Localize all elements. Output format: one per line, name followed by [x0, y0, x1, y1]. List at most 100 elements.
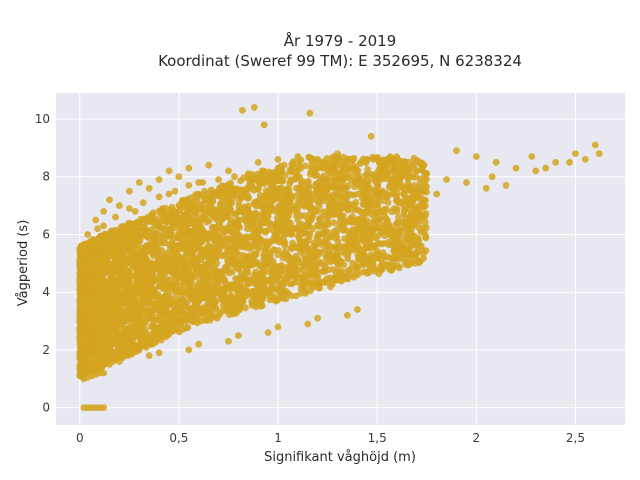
data-point — [300, 201, 308, 208]
data-point — [327, 277, 334, 285]
data-point — [210, 288, 218, 296]
data-point — [482, 184, 490, 192]
data-point — [189, 257, 196, 264]
data-point — [512, 164, 520, 172]
data-point — [129, 304, 137, 312]
data-point — [416, 160, 424, 168]
data-point — [581, 156, 589, 163]
data-point — [103, 249, 110, 257]
data-point — [272, 297, 280, 305]
data-point — [410, 192, 418, 200]
data-point — [217, 309, 224, 316]
data-point — [319, 197, 327, 205]
data-point — [240, 252, 248, 259]
data-point — [140, 319, 148, 326]
data-point — [472, 153, 480, 160]
data-point — [422, 224, 430, 232]
data-point — [85, 283, 93, 290]
data-point — [287, 192, 295, 200]
data-point — [104, 236, 111, 244]
data-point — [152, 338, 160, 346]
data-point — [220, 226, 228, 234]
data-point — [183, 196, 191, 203]
data-point — [112, 317, 119, 325]
data-point — [404, 219, 412, 227]
data-point — [322, 254, 330, 262]
data-point — [269, 236, 276, 244]
data-point — [338, 258, 345, 265]
data-point — [245, 202, 252, 210]
data-point — [95, 283, 103, 291]
data-point — [136, 332, 144, 340]
data-point — [357, 254, 365, 262]
data-point — [242, 304, 249, 312]
data-point — [140, 255, 148, 263]
data-point — [208, 310, 215, 317]
data-point — [259, 203, 267, 211]
chart-title-line2: Koordinat (Sweref 99 TM): E 352695, N 62… — [158, 52, 522, 70]
data-point — [106, 243, 114, 251]
data-point — [235, 236, 242, 244]
data-point — [201, 261, 209, 268]
data-point — [229, 302, 237, 310]
data-point — [148, 211, 155, 219]
data-point — [320, 239, 328, 247]
data-point — [374, 223, 382, 231]
data-point — [100, 404, 107, 412]
data-point — [143, 310, 151, 318]
data-point — [332, 273, 340, 281]
data-point — [306, 154, 314, 162]
data-point — [175, 245, 183, 253]
data-point — [384, 199, 392, 206]
data-point — [135, 300, 143, 308]
data-point — [231, 173, 238, 181]
data-point — [280, 279, 288, 286]
data-point — [250, 104, 258, 111]
data-point — [87, 250, 95, 258]
data-point — [254, 231, 262, 238]
data-point — [284, 274, 292, 282]
data-point — [145, 184, 153, 192]
data-point — [76, 362, 84, 370]
data-point — [334, 173, 341, 181]
data-point — [264, 277, 272, 285]
data-point — [102, 330, 110, 338]
data-point — [392, 247, 400, 255]
data-point — [393, 153, 400, 161]
x-tick-label: 0 — [76, 431, 84, 445]
data-point — [231, 244, 239, 252]
data-point — [232, 185, 240, 193]
data-point — [175, 173, 183, 181]
data-point — [117, 250, 125, 257]
data-point — [268, 267, 276, 275]
data-point — [205, 217, 213, 225]
data-point — [254, 184, 262, 192]
data-point — [188, 305, 195, 312]
data-point — [116, 236, 123, 244]
y-tick-label: 4 — [42, 285, 50, 299]
data-point — [566, 158, 573, 166]
data-point — [395, 214, 402, 222]
data-point — [237, 177, 245, 185]
data-point — [150, 266, 158, 274]
data-point — [178, 230, 185, 238]
data-point — [155, 193, 163, 201]
data-point — [349, 259, 356, 267]
data-point — [175, 288, 183, 296]
data-point — [331, 183, 338, 191]
data-point — [379, 260, 386, 268]
data-point — [279, 263, 287, 271]
data-point — [392, 163, 400, 171]
data-point — [107, 327, 115, 334]
data-point — [92, 274, 100, 282]
data-point — [151, 316, 159, 324]
data-point — [165, 167, 173, 175]
data-point — [92, 216, 100, 224]
data-point — [92, 320, 100, 328]
data-point — [129, 349, 136, 357]
data-point — [413, 184, 421, 192]
data-point — [185, 216, 193, 224]
data-point — [330, 243, 337, 251]
data-point — [163, 323, 170, 330]
x-axis-ticks: 0 0,5 1 1,5 2 2,5 — [76, 431, 585, 445]
